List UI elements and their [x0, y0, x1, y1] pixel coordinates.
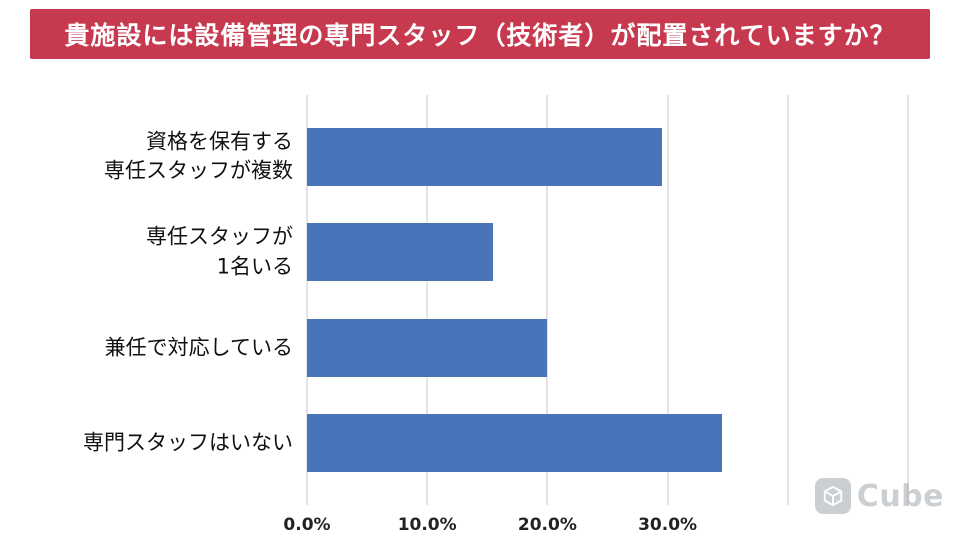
x-axis-tick-label: 20.0% [517, 515, 577, 535]
gridline [907, 95, 909, 505]
question-banner: 貴施設には設備管理の専門スタッフ（技術者）が配置されていますか？ [30, 9, 930, 59]
gridline [667, 95, 669, 505]
question-title: 貴施設には設備管理の専門スタッフ（技術者）が配置されていますか？ [64, 21, 896, 50]
gridline [426, 95, 428, 505]
x-axis-tick-label: 0.0% [283, 515, 331, 535]
plot-area: 資格を保有する 専任スタッフが複数専任スタッフが 1名いる兼任で対応している専門… [83, 95, 909, 535]
cube-logo-watermark: Cube [814, 478, 944, 514]
x-axis: 0.0% 10.0% 20.0% 30.0% [283, 515, 908, 539]
bar-row: 資格を保有する 専任スタッフが複数 [104, 127, 908, 186]
bar-row: 兼任で対応している [105, 318, 908, 377]
category-label: 兼任で対応している [104, 335, 293, 360]
x-axis-tick-label: 10.0% [397, 515, 457, 535]
category-label: 専門スタッフはいない [83, 430, 293, 455]
cube-icon [814, 478, 851, 514]
gridline [546, 95, 548, 505]
x-axis-tick-label: 30.0% [638, 515, 698, 535]
category-label: 専任スタッフが 1名いる [146, 224, 293, 279]
bar [307, 318, 548, 377]
watermark-label: Cube [856, 478, 944, 514]
bar-rows: 資格を保有する 専任スタッフが複数専任スタッフが 1名いる兼任で対応している専門… [83, 95, 908, 505]
bar [307, 223, 494, 282]
bar [307, 127, 662, 186]
category-label: 資格を保有する 専任スタッフが複数 [104, 129, 293, 183]
bar [307, 414, 722, 473]
gridline [787, 95, 789, 505]
gridline [306, 95, 308, 505]
bar-row: 専門スタッフはいない [83, 414, 908, 473]
bar-row: 専任スタッフが 1名いる [146, 223, 908, 282]
